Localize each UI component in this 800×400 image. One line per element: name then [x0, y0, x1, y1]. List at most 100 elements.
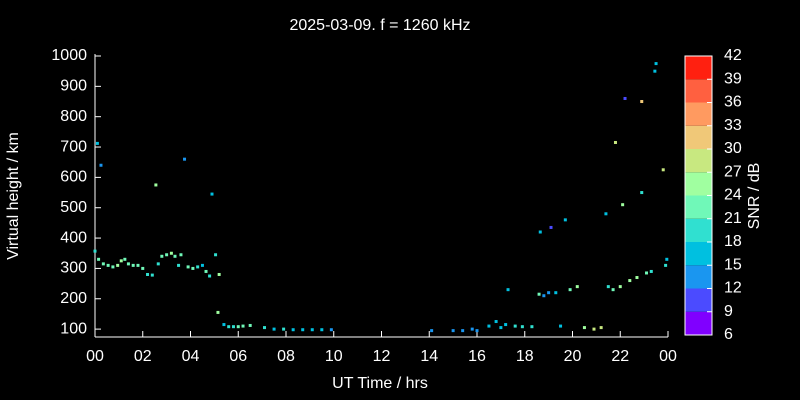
echo-point: [236, 325, 240, 329]
echo-point: [461, 329, 465, 333]
echo-point: [623, 96, 627, 100]
echo-point: [217, 272, 221, 276]
echo-point: [136, 263, 140, 267]
echo-point: [119, 259, 123, 263]
echo-point: [494, 320, 498, 324]
echo-point: [618, 285, 622, 289]
echo-point: [563, 218, 567, 222]
x-tick-label: 06: [229, 348, 247, 365]
echo-point: [123, 257, 127, 261]
x-tick-label: 00: [659, 348, 677, 365]
echo-point: [506, 288, 510, 292]
echo-point: [604, 212, 608, 216]
echo-point: [106, 263, 110, 267]
colorbar-band: [685, 172, 712, 196]
echo-point: [649, 269, 653, 273]
echo-point: [179, 253, 183, 257]
colorbar-tick-label: 42: [724, 47, 742, 64]
colorbar-band: [685, 102, 712, 126]
colorbar-band: [685, 242, 712, 266]
echo-point: [635, 276, 639, 280]
echo-point: [101, 262, 105, 266]
echo-point: [487, 324, 491, 328]
x-tick-label: 20: [564, 348, 582, 365]
echo-point: [227, 325, 231, 329]
echo-point: [191, 266, 195, 270]
echo-point: [611, 288, 615, 292]
colorbar-tick-label: 39: [724, 70, 742, 87]
echo-point: [156, 262, 160, 266]
colorbar-band: [685, 149, 712, 173]
echo-point: [116, 263, 120, 267]
colorbar-tick-label: 24: [724, 187, 742, 204]
echo-point: [141, 266, 145, 270]
echo-point: [216, 310, 220, 314]
echo-point: [582, 326, 586, 330]
echo-point: [664, 263, 668, 267]
colorbar-tick-label: 9: [724, 303, 733, 320]
echo-point: [628, 279, 632, 283]
echo-point: [575, 285, 579, 289]
echo-point: [665, 257, 669, 261]
echo-point: [470, 327, 474, 331]
echo-point: [613, 140, 617, 144]
echo-point: [111, 265, 115, 269]
echo-point: [547, 291, 551, 295]
echo-point: [320, 328, 324, 332]
echo-point: [241, 324, 245, 328]
echo-point: [504, 323, 508, 327]
y-tick-label: 100: [60, 320, 87, 337]
echo-point: [222, 323, 226, 327]
y-tick-label: 800: [60, 108, 87, 125]
x-tick-label: 12: [373, 348, 391, 365]
echo-point: [93, 249, 97, 253]
echo-point: [301, 328, 305, 332]
colorbar-band: [685, 288, 712, 312]
echo-point: [208, 274, 212, 278]
echo-point: [291, 328, 295, 332]
colorbar-tick-label: 6: [724, 326, 733, 343]
echo-point: [475, 329, 479, 333]
colorbar-band: [685, 79, 712, 103]
colorbar-tick-label: 27: [724, 163, 742, 180]
echo-point: [661, 168, 665, 172]
echo-point: [430, 329, 434, 333]
echo-point: [165, 253, 169, 257]
echo-point: [554, 291, 558, 295]
echo-point: [513, 324, 517, 328]
colorbar-band: [685, 265, 712, 289]
x-tick-label: 02: [134, 348, 152, 365]
echo-point: [183, 157, 187, 161]
echo-point: [210, 192, 214, 196]
x-tick-label: 04: [182, 348, 200, 365]
colorbar-tick-label: 15: [724, 256, 742, 273]
echo-point: [549, 225, 553, 229]
echo-point: [606, 285, 610, 289]
echo-point: [150, 273, 154, 277]
echo-point: [654, 62, 658, 66]
echo-point: [126, 262, 130, 266]
echo-point: [538, 230, 542, 234]
y-tick-label: 700: [60, 138, 87, 155]
echo-point: [186, 265, 190, 269]
x-tick-label: 14: [420, 348, 438, 365]
y-tick-label: 200: [60, 290, 87, 307]
echo-point: [200, 263, 204, 267]
colorbar-tick-label: 21: [724, 210, 742, 227]
y-tick-label: 400: [60, 229, 87, 246]
echo-point: [592, 327, 596, 331]
echo-point: [131, 263, 135, 267]
echo-point: [542, 294, 546, 298]
x-axis-label: UT Time / hrs: [332, 375, 428, 392]
colorbar-band: [685, 125, 712, 149]
echo-point: [177, 263, 181, 267]
echo-point: [640, 191, 644, 195]
echo-point: [160, 254, 164, 258]
y-tick-label: 1000: [51, 47, 87, 64]
echo-point: [154, 183, 158, 187]
y-tick-label: 300: [60, 260, 87, 277]
echo-point: [214, 253, 218, 257]
y-axis-label: Virtual height / km: [5, 132, 22, 260]
